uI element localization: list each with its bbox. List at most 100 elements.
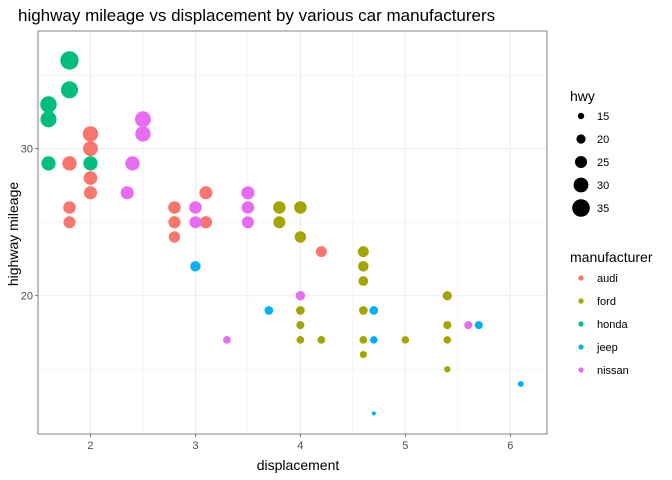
color-legend-key bbox=[578, 321, 584, 327]
size-legend-label: 30 bbox=[597, 180, 609, 192]
size-legend-key bbox=[576, 134, 586, 144]
point-nissan bbox=[241, 216, 254, 229]
point-nissan bbox=[134, 111, 151, 128]
point-nissan bbox=[189, 201, 202, 214]
x-axis-ticks: 2 3 4 5 6 bbox=[87, 434, 513, 452]
point-ford bbox=[442, 291, 452, 301]
point-jeep bbox=[474, 321, 483, 330]
plot-background bbox=[38, 31, 547, 434]
point-nissan bbox=[464, 321, 473, 330]
point-audi bbox=[83, 141, 98, 157]
point-ford bbox=[317, 336, 326, 344]
point-jeep bbox=[190, 261, 201, 272]
point-honda bbox=[40, 96, 57, 113]
color-legend-key bbox=[578, 344, 584, 350]
point-ford bbox=[296, 336, 305, 344]
chart-title: highway mileage vs displacement by vario… bbox=[18, 6, 495, 25]
y-tick-label: 30 bbox=[21, 144, 33, 156]
point-nissan bbox=[295, 291, 305, 301]
point-audi bbox=[63, 216, 76, 229]
point-ford bbox=[357, 246, 369, 258]
point-ford bbox=[359, 351, 367, 359]
point-jeep bbox=[517, 381, 524, 387]
color-legend-label: nissan bbox=[597, 365, 629, 377]
point-nissan bbox=[135, 126, 151, 142]
data-points bbox=[40, 51, 524, 416]
point-ford bbox=[359, 336, 368, 344]
point-honda bbox=[60, 51, 79, 70]
point-ford bbox=[294, 231, 307, 243]
point-jeep bbox=[371, 411, 376, 416]
point-nissan bbox=[223, 336, 231, 344]
point-audi bbox=[168, 231, 181, 243]
size-legend-key bbox=[575, 156, 587, 168]
color-legend-label: jeep bbox=[596, 342, 618, 354]
y-axis-title: highway mileage bbox=[5, 182, 21, 286]
point-audi bbox=[63, 201, 76, 214]
color-legend: manufacturer audi ford honda jeep nissan bbox=[570, 249, 653, 377]
point-audi bbox=[315, 246, 327, 258]
point-ford bbox=[359, 306, 368, 315]
point-audi bbox=[199, 186, 213, 200]
point-ford bbox=[443, 336, 452, 344]
x-tick-label: 4 bbox=[297, 440, 303, 452]
y-tick-label: 20 bbox=[21, 291, 33, 303]
point-nissan bbox=[189, 216, 202, 229]
color-legend-label: honda bbox=[597, 319, 628, 331]
point-audi bbox=[168, 201, 181, 214]
x-tick-label: 2 bbox=[87, 440, 93, 452]
point-ford bbox=[273, 201, 286, 214]
point-jeep bbox=[370, 336, 378, 344]
color-legend-key bbox=[578, 275, 584, 281]
grid-minor bbox=[37, 31, 547, 434]
color-legend-key bbox=[578, 298, 584, 304]
size-legend-label: 20 bbox=[597, 134, 609, 146]
point-nissan bbox=[120, 186, 134, 200]
point-audi bbox=[82, 126, 99, 142]
point-nissan bbox=[241, 201, 255, 214]
point-honda bbox=[83, 156, 98, 171]
point-ford bbox=[401, 336, 410, 344]
size-legend-key bbox=[577, 112, 585, 120]
point-nissan bbox=[125, 156, 140, 171]
x-tick-label: 3 bbox=[192, 440, 198, 452]
point-audi bbox=[83, 186, 98, 200]
point-jeep bbox=[264, 306, 274, 315]
x-tick-label: 5 bbox=[402, 440, 408, 452]
color-legend-label: audi bbox=[597, 273, 618, 285]
point-nissan bbox=[241, 186, 255, 200]
point-jeep bbox=[369, 306, 379, 315]
size-legend-title: hwy bbox=[570, 88, 595, 104]
point-ford bbox=[296, 321, 305, 330]
color-legend-label: ford bbox=[597, 296, 616, 308]
point-ford bbox=[358, 261, 369, 272]
point-honda bbox=[60, 81, 79, 99]
point-ford bbox=[273, 216, 286, 229]
size-legend-label: 25 bbox=[597, 157, 609, 169]
x-axis-title: displacement bbox=[257, 457, 340, 473]
color-legend-title: manufacturer bbox=[570, 249, 653, 265]
size-legend-key bbox=[572, 199, 590, 217]
point-ford bbox=[444, 366, 451, 373]
size-legend-key bbox=[573, 177, 589, 193]
size-legend-label: 15 bbox=[597, 111, 609, 123]
point-audi bbox=[62, 156, 77, 171]
plot-panel bbox=[37, 30, 548, 435]
point-ford bbox=[358, 276, 369, 286]
grid-major bbox=[38, 31, 547, 434]
point-ford bbox=[296, 306, 305, 315]
point-ford bbox=[443, 321, 452, 330]
point-audi bbox=[168, 216, 181, 229]
point-audi bbox=[83, 171, 98, 185]
point-honda bbox=[40, 111, 57, 128]
size-legend: hwy 15 20 25 30 35 bbox=[570, 88, 609, 217]
point-ford bbox=[294, 201, 307, 214]
point-audi bbox=[199, 216, 212, 229]
point-honda bbox=[41, 156, 56, 171]
x-tick-label: 6 bbox=[507, 440, 513, 452]
plot-border bbox=[37, 30, 548, 435]
color-legend-key bbox=[578, 367, 584, 373]
size-legend-label: 35 bbox=[597, 203, 609, 215]
